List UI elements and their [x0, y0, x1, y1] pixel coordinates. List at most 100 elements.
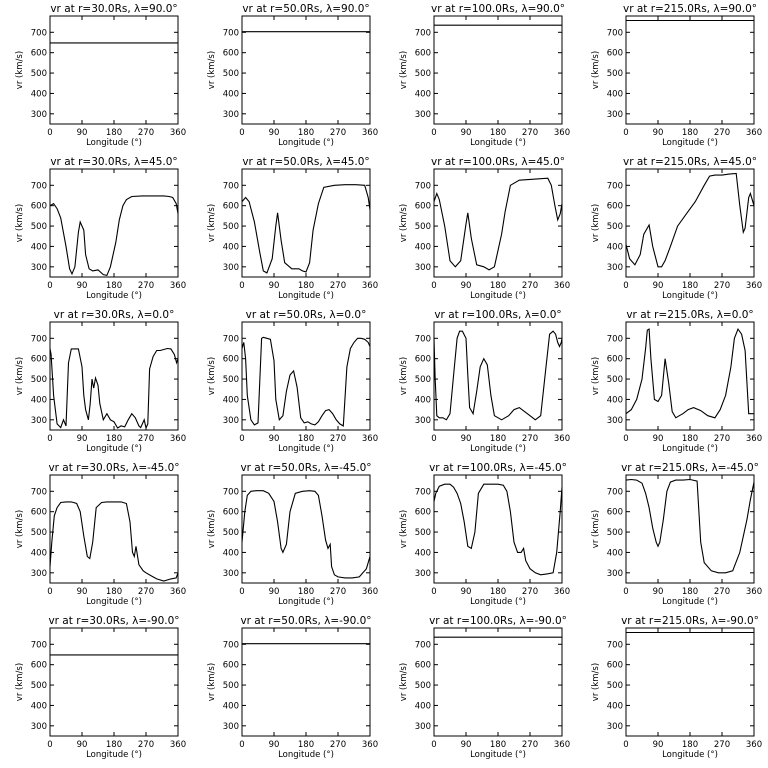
chart-panel: vr at r=30.0Rs, λ=45.0° 0 90 180 270 360 300 40…	[15, 156, 186, 301]
x-tick-label: 0	[47, 128, 52, 138]
x-tick-label: 90	[77, 434, 88, 444]
x-tick-label: 180	[298, 587, 314, 597]
y-tick-label: 600	[415, 355, 431, 365]
x-tick-label: 90	[461, 434, 472, 444]
data-series-line	[433, 330, 563, 421]
y-tick-label: 400	[223, 242, 239, 252]
y-axis-label: vr (km/s)	[207, 51, 217, 89]
x-tick-label: 180	[298, 128, 314, 138]
x-tick-label: 360	[362, 740, 378, 750]
y-tick-label: 300	[607, 569, 623, 579]
y-tick-label: 700	[31, 28, 47, 38]
data-series-line	[49, 347, 179, 430]
chart-panel: vr at r=215.0Rs, λ=-45.0° 0 90 180 270 360 300…	[591, 462, 762, 607]
y-tick-label: 500	[223, 375, 239, 385]
x-tick-label: 360	[170, 434, 186, 444]
y-tick-label: 500	[607, 69, 623, 79]
chart-panel: vr at r=50.0Rs, λ=-90.0° 0 90 180 270 360 300 4…	[207, 615, 378, 760]
y-tick-label: 600	[607, 661, 623, 671]
chart-panel: vr at r=100.0Rs, λ=-90.0° 0 90 180 270 360 300…	[399, 615, 570, 760]
y-tick-label: 500	[31, 375, 47, 385]
y-axis-label: vr (km/s)	[15, 357, 25, 395]
chart-panel: vr at r=100.0Rs, λ=45.0° 0 90 180 270 360 300 4…	[399, 156, 570, 301]
x-tick-label: 270	[714, 281, 730, 291]
x-tick-label: 0	[431, 587, 436, 597]
chart-panel: vr at r=100.0Rs, λ=-45.0° 0 90 180 270 360 300…	[399, 462, 570, 607]
x-axis-label: Longitude (°)	[278, 291, 334, 301]
x-tick-label: 360	[362, 434, 378, 444]
x-tick-label: 270	[330, 434, 346, 444]
x-tick-label: 360	[362, 128, 378, 138]
y-tick-label: 600	[607, 49, 623, 59]
x-axis-label: Longitude (°)	[662, 750, 718, 760]
y-tick-label: 600	[223, 355, 239, 365]
y-tick-label: 400	[31, 89, 47, 99]
y-tick-label: 300	[607, 110, 623, 120]
x-tick-label: 180	[682, 434, 698, 444]
x-tick-label: 90	[461, 740, 472, 750]
x-axis-label: Longitude (°)	[470, 444, 526, 454]
y-tick-label: 400	[223, 395, 239, 405]
y-tick-label: 400	[31, 548, 47, 558]
y-tick-label: 600	[415, 202, 431, 212]
chart-panel: vr at r=100.0Rs, λ=0.0° 0 90 180 270 360 300 40…	[399, 309, 570, 454]
x-tick-label: 270	[522, 740, 538, 750]
x-tick-label: 180	[490, 434, 506, 444]
x-tick-label: 0	[239, 740, 244, 750]
y-tick-label: 500	[31, 222, 47, 232]
y-axis-label: vr (km/s)	[591, 51, 601, 89]
y-tick-label: 500	[607, 222, 623, 232]
y-tick-label: 300	[415, 263, 431, 273]
x-tick-label: 90	[269, 434, 280, 444]
x-axis-label: Longitude (°)	[86, 750, 142, 760]
x-tick-label: 180	[490, 281, 506, 291]
x-tick-label: 0	[623, 587, 628, 597]
chart-title: vr at r=100.0Rs, λ=90.0°	[431, 3, 565, 15]
y-tick-label: 700	[223, 28, 239, 38]
chart-panel: vr at r=30.0Rs, λ=90.0° 0 90 180 270 360 300 40…	[15, 3, 186, 148]
y-tick-label: 300	[415, 722, 431, 732]
y-tick-label: 400	[607, 548, 623, 558]
y-tick-label: 600	[415, 508, 431, 518]
y-tick-label: 500	[31, 69, 47, 79]
x-tick-label: 270	[138, 740, 154, 750]
x-tick-label: 360	[554, 587, 570, 597]
y-tick-label: 500	[415, 681, 431, 691]
y-tick-label: 700	[31, 181, 47, 191]
y-axis-label: vr (km/s)	[15, 663, 25, 701]
chart-panel: vr at r=30.0Rs, λ=-45.0° 0 90 180 270 360 300 4…	[15, 462, 186, 607]
y-tick-label: 600	[31, 508, 47, 518]
x-tick-label: 270	[330, 587, 346, 597]
y-tick-label: 300	[607, 263, 623, 273]
y-tick-label: 600	[607, 355, 623, 365]
x-tick-label: 270	[714, 740, 730, 750]
x-tick-label: 0	[47, 740, 52, 750]
chart-title: vr at r=30.0Rs, λ=-45.0°	[48, 462, 179, 474]
x-tick-label: 180	[490, 587, 506, 597]
y-tick-label: 700	[223, 181, 239, 191]
x-tick-label: 180	[106, 281, 122, 291]
x-axis-label: Longitude (°)	[278, 138, 334, 148]
y-tick-label: 700	[415, 181, 431, 191]
x-tick-label: 90	[269, 281, 280, 291]
chart-title: vr at r=50.0Rs, λ=90.0°	[242, 3, 369, 15]
chart-panel: vr at r=30.0Rs, λ=-90.0° 0 90 180 270 360 300 4…	[15, 615, 186, 760]
y-tick-label: 300	[223, 416, 239, 426]
y-tick-label: 700	[31, 487, 47, 497]
y-tick-label: 300	[223, 722, 239, 732]
y-tick-label: 500	[607, 528, 623, 538]
plot-frame	[433, 168, 563, 278]
plot-frame	[433, 627, 563, 737]
x-axis-label: Longitude (°)	[86, 138, 142, 148]
x-tick-label: 90	[269, 740, 280, 750]
data-series-line	[241, 336, 371, 427]
y-tick-label: 700	[223, 334, 239, 344]
y-axis-label: vr (km/s)	[399, 510, 409, 548]
chart-panel: vr at r=50.0Rs, λ=90.0° 0 90 180 270 360 300 40…	[207, 3, 378, 148]
y-tick-label: 300	[415, 569, 431, 579]
x-tick-label: 360	[170, 281, 186, 291]
y-tick-label: 700	[607, 28, 623, 38]
y-tick-label: 700	[607, 487, 623, 497]
plot-frame	[625, 168, 755, 278]
x-tick-label: 360	[746, 587, 762, 597]
